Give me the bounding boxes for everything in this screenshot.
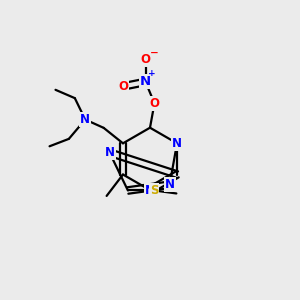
Text: O: O: [118, 80, 128, 93]
Text: O: O: [149, 97, 160, 110]
Text: N: N: [165, 178, 175, 191]
Text: N: N: [80, 113, 90, 126]
Text: N: N: [145, 184, 155, 196]
Text: +: +: [148, 69, 156, 78]
Text: O: O: [140, 53, 151, 66]
Text: S: S: [150, 184, 158, 197]
Text: N: N: [172, 137, 182, 150]
Text: −: −: [149, 48, 158, 58]
Text: N: N: [105, 146, 115, 159]
Text: N: N: [140, 75, 151, 88]
